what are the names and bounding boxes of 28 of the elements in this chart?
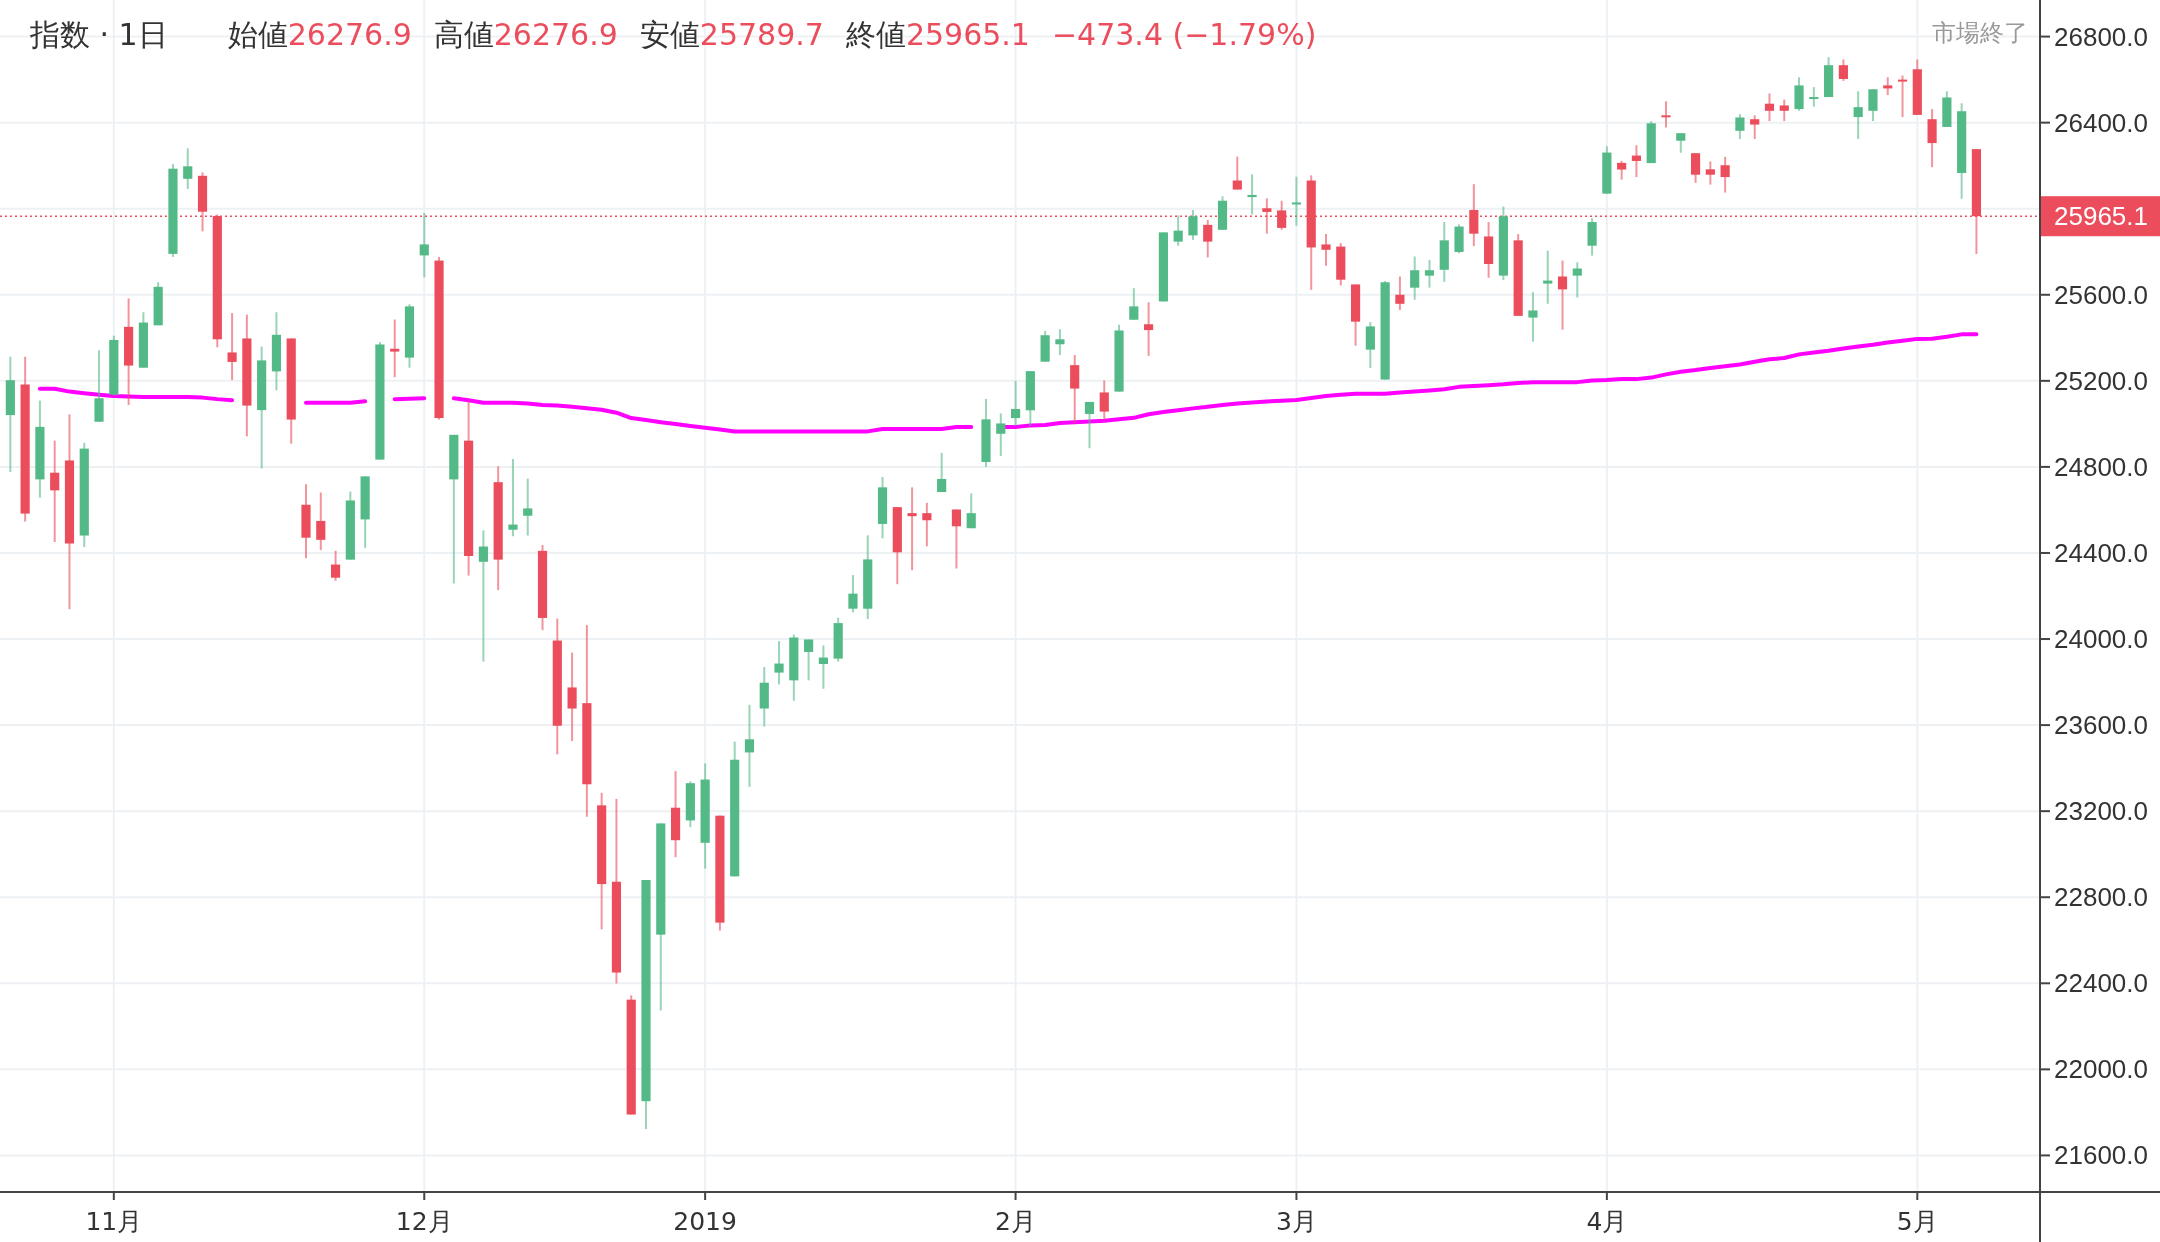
x-tick-label: 2019 [673, 1207, 737, 1236]
y-tick-label: 24400.0 [2054, 537, 2148, 568]
y-tick-label: 23600.0 [2054, 710, 2148, 741]
y-tick-label: 23200.0 [2054, 796, 2148, 827]
ref-line-label: 25965.1 [2054, 201, 2148, 232]
x-tick-label: 5月 [1896, 1207, 1938, 1236]
y-tick-label: 22800.0 [2054, 882, 2148, 913]
x-tick-label: 12月 [395, 1207, 453, 1236]
y-tick-label: 26800.0 [2054, 21, 2148, 52]
text: 指数 · 1日 [29, 17, 168, 52]
y-tick-label: 24000.0 [2054, 624, 2148, 655]
annotation: 安値25789.7 [639, 17, 824, 52]
annotation: 終値25965.1 [844, 17, 1030, 52]
y-tick-label: 22400.0 [2054, 968, 2148, 999]
y-tick-label: 25600.0 [2054, 279, 2148, 310]
y-tick-label: 22000.0 [2054, 1054, 2148, 1085]
y-tick-label: 26400.0 [2054, 107, 2148, 138]
annotation: 始値26276.9 [227, 17, 412, 52]
annotation: 高値26276.9 [433, 17, 618, 52]
x-tick-label: 4月 [1586, 1207, 1628, 1236]
y-tick-label: 21600.0 [2054, 1140, 2148, 1171]
x-tick-label: 11月 [85, 1207, 143, 1236]
x-tick-label: 3月 [1275, 1207, 1317, 1236]
annotation: 市場終了 [1932, 19, 2028, 47]
y-tick-label: 25200.0 [2054, 365, 2148, 396]
y-tick-label: 24800.0 [2054, 451, 2148, 482]
x-tick-label: 2月 [995, 1207, 1037, 1236]
annotation: −473.4 (−1.79%) [1051, 17, 1317, 52]
